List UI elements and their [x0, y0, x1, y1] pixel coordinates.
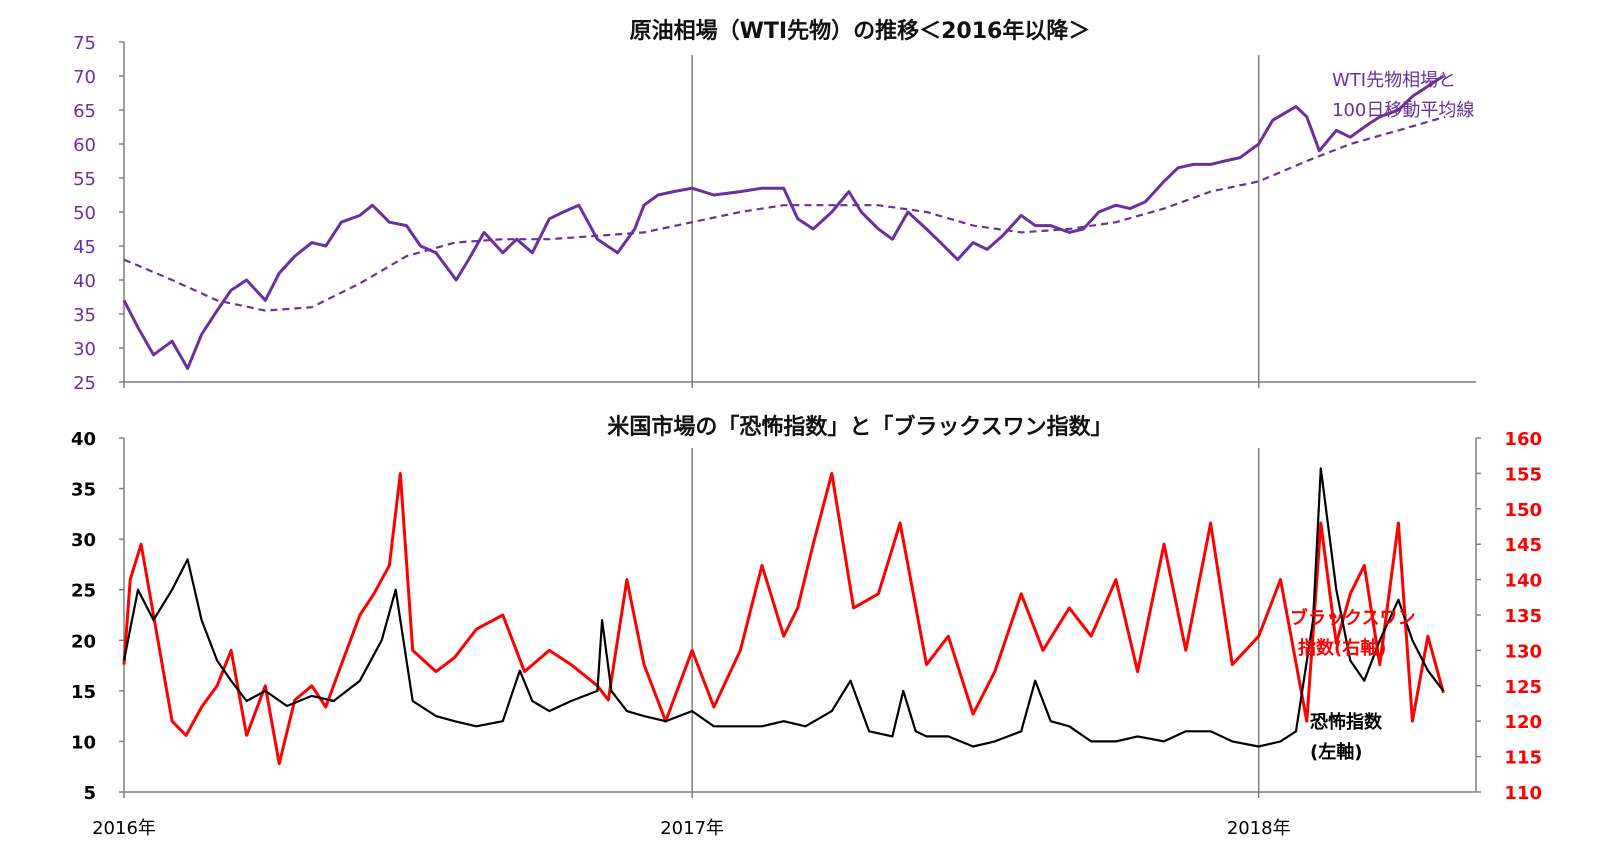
skew-y-tick-label: 115 — [1504, 748, 1542, 769]
vix-y-tick-label: 40 — [71, 429, 96, 450]
black-swan-legend-line-1: ブラックスワン — [1290, 607, 1415, 629]
vix-y-tick-label: 25 — [71, 581, 96, 602]
wti-y-tick-label: 60 — [73, 135, 96, 156]
wti-y-tick-label: 55 — [73, 169, 96, 190]
wti-y-tick-label: 40 — [73, 271, 96, 292]
vix-skew-chart-title: 米国市場の「恐怖指数」と「ブラックスワン指数」 — [607, 414, 1112, 440]
skew-y-tick-label: 110 — [1504, 783, 1542, 804]
wti-year-gridlines — [123, 55, 1260, 388]
skew-y-tick-label: 130 — [1504, 641, 1542, 662]
wti-y-tick-label: 50 — [73, 203, 96, 224]
fear-index-legend-line-2: (左軸) — [1310, 741, 1362, 763]
vix-y-tick-label: 15 — [71, 682, 96, 703]
vix-left-y-ticks: 5 10 15 20 25 30 35 40 — [71, 429, 124, 804]
black-swan-legend-line-2: 指数(右軸) — [1298, 637, 1386, 659]
skew-y-tick-label: 125 — [1504, 677, 1542, 698]
wti-y-ticks: 25 30 35 40 45 50 55 60 65 70 75 — [73, 33, 124, 394]
x-tick-label: 2018年 — [1227, 818, 1291, 839]
skew-y-tick-label: 155 — [1504, 464, 1542, 485]
vix-y-tick-label: 35 — [71, 480, 96, 501]
skew-y-tick-label: 140 — [1504, 571, 1542, 592]
skew-y-tick-label: 135 — [1504, 606, 1542, 627]
vix-y-tick-label: 20 — [71, 631, 96, 652]
vix-skew-chart: 米国市場の「恐怖指数」と「ブラックスワン指数」 510152025303540 … — [71, 414, 1542, 839]
skew-right-y-ticks: 110 115 120 125 130 135 140 145 150 155 160 — [1476, 429, 1542, 804]
fear-index-legend-line-1: 恐怖指数 — [1310, 711, 1383, 733]
skew-y-tick-label: 145 — [1504, 535, 1542, 556]
wti-chart: 原油相場（WTI先物）の推移＜2016年以降＞ 25 30 35 40 45 50 55 60… — [73, 18, 1476, 394]
vix-y-tick-label: 30 — [71, 530, 96, 551]
vix-year-gridlines — [691, 448, 1260, 792]
wti-y-tick-label: 25 — [73, 373, 96, 394]
wti-y-tick-label: 75 — [73, 33, 96, 54]
black-swan-index-line — [122, 471, 1445, 766]
wti-y-tick-label: 35 — [73, 305, 96, 326]
x-tick-label: 2016年 — [92, 818, 156, 839]
skew-y-tick-label: 150 — [1504, 500, 1542, 521]
x-axis-year-ticks: 2016年 2017年 2018年 — [92, 792, 1291, 839]
wti-price-line — [122, 74, 1445, 370]
wti-moving-average-line — [123, 115, 1446, 312]
wti-y-tick-label: 65 — [73, 101, 96, 122]
vix-y-tick-label: 10 — [71, 732, 96, 753]
wti-y-tick-label: 70 — [73, 67, 96, 88]
skew-y-tick-label: 160 — [1504, 429, 1542, 450]
x-tick-label: 2017年 — [660, 818, 724, 839]
skew-y-tick-label: 120 — [1504, 712, 1542, 733]
wti-y-tick-label: 45 — [73, 237, 96, 258]
wti-legend-line-1: WTI先物相場と — [1332, 70, 1456, 91]
wti-y-tick-label: 30 — [73, 339, 96, 360]
fear-index-line — [122, 467, 1445, 748]
wti-chart-title: 原油相場（WTI先物）の推移＜2016年以降＞ — [630, 18, 1091, 44]
wti-legend-line-2: 100日移動平均線 — [1332, 100, 1474, 121]
vix-y-tick-label: 5 — [83, 783, 96, 804]
